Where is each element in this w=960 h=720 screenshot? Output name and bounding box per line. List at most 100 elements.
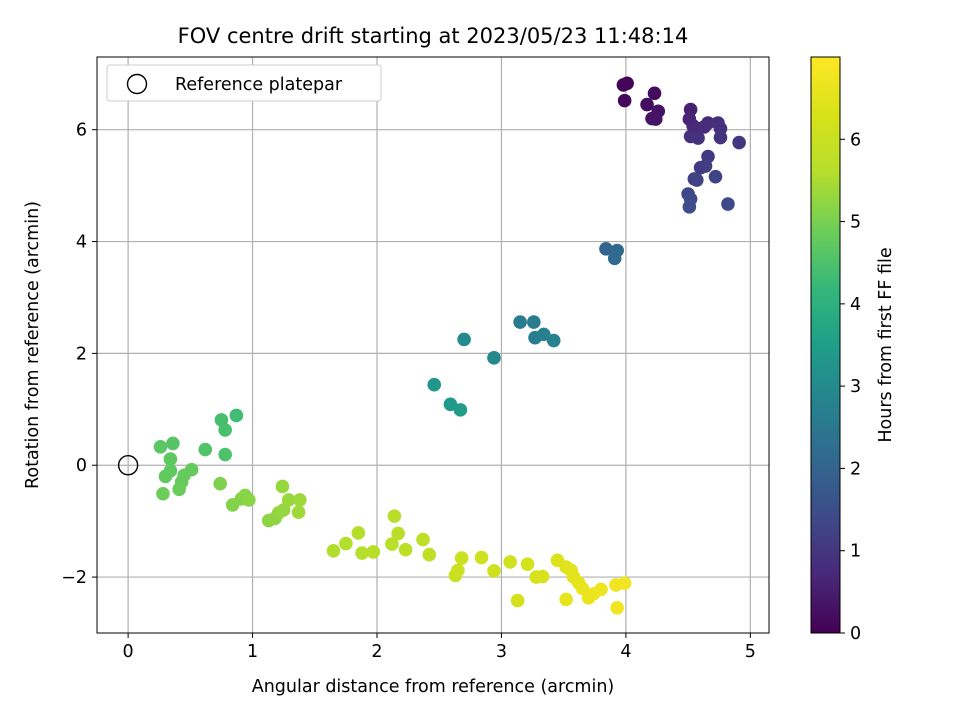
data-point: [457, 332, 471, 347]
data-point: [510, 593, 525, 608]
data-point: [422, 547, 437, 562]
x-tick-label: 0: [123, 642, 134, 662]
data-point: [198, 442, 213, 457]
data-point: [536, 327, 551, 342]
data-point: [166, 436, 180, 451]
data-point: [697, 120, 712, 134]
data-point: [713, 130, 728, 145]
legend-box: [106, 64, 382, 102]
y-axis-label: Rotation from reference (arcmin): [23, 201, 43, 489]
data-point: [698, 159, 713, 173]
x-tick-label: 5: [745, 642, 756, 662]
y-tick-label: −2: [61, 568, 87, 588]
data-point: [163, 452, 178, 466]
data-point: [520, 557, 535, 572]
data-point: [443, 397, 458, 412]
data-point: [527, 315, 541, 329]
data-point: [351, 526, 366, 540]
y-tick-label: 6: [76, 121, 87, 141]
data-point: [156, 486, 170, 501]
data-point: [640, 97, 654, 112]
data-point: [158, 469, 173, 484]
data-points: [153, 76, 746, 615]
data-point: [153, 439, 168, 454]
data-point: [607, 251, 622, 266]
data-point: [732, 135, 746, 150]
colorbar-tick-label: 5: [850, 213, 861, 233]
x-tick-label: 1: [247, 642, 258, 662]
data-point: [172, 482, 186, 497]
data-point: [276, 503, 291, 517]
data-point: [690, 173, 704, 187]
colorbar-tick-label: 1: [850, 542, 861, 562]
colorbar-tick-label: 6: [850, 130, 861, 150]
x-tick-label: 4: [620, 642, 631, 662]
data-point: [387, 509, 402, 523]
data-point: [218, 423, 232, 437]
x-axis-label: Angular distance from reference (arcmin): [252, 677, 615, 697]
legend-entry: Reference platepar: [175, 75, 343, 95]
colorbar-label: Hours from first FF file: [876, 247, 896, 442]
data-point: [610, 601, 624, 615]
y-axis-ticks: −2 0 2 4 6: [61, 121, 97, 588]
data-point: [218, 447, 232, 462]
data-point: [427, 377, 442, 392]
data-point: [647, 86, 662, 101]
colorbar: [810, 56, 841, 634]
data-point: [513, 315, 527, 329]
legend: Reference platepar: [106, 64, 382, 102]
data-point: [487, 351, 501, 365]
data-point: [454, 551, 469, 565]
x-tick-label: 2: [371, 642, 382, 662]
data-point: [682, 200, 697, 214]
x-axis-ticks: 0 1 2 3 4 5: [123, 633, 756, 662]
reference-platepar-marker: [117, 455, 139, 476]
data-point: [487, 564, 501, 578]
data-point: [326, 543, 341, 558]
plot-frame: [96, 56, 770, 634]
data-point: [291, 505, 306, 520]
data-point: [691, 131, 705, 145]
data-point: [385, 537, 399, 551]
data-point: [398, 542, 413, 557]
data-point: [281, 493, 296, 507]
data-point: [559, 592, 573, 607]
y-tick-label: 2: [76, 344, 87, 364]
legend-marker: [126, 73, 148, 95]
data-point: [474, 550, 489, 565]
data-point: [594, 582, 608, 597]
x-tick-label: 3: [496, 642, 507, 662]
data-point: [366, 545, 381, 559]
data-point: [617, 576, 632, 591]
data-point: [503, 555, 517, 569]
colorbar-tick-label: 2: [850, 459, 861, 479]
data-point: [546, 333, 561, 348]
data-point: [535, 569, 550, 584]
data-point: [453, 403, 468, 417]
data-point: [721, 197, 735, 211]
colorbar-ticks: 0 1 2 3 4 5 6: [840, 130, 861, 644]
data-point: [213, 476, 227, 491]
data-point: [275, 479, 290, 494]
data-point: [599, 242, 613, 256]
data-point: [617, 93, 632, 108]
data-point: [620, 76, 634, 91]
grid-lines: [97, 57, 769, 633]
data-point: [229, 408, 244, 423]
data-point: [293, 493, 307, 507]
colorbar-tick-label: 3: [850, 377, 861, 397]
data-point: [708, 169, 723, 184]
data-point: [416, 532, 430, 547]
y-tick-label: 4: [76, 233, 87, 253]
colorbar-tick-label: 4: [850, 295, 861, 315]
data-point: [451, 563, 465, 578]
data-point: [339, 536, 353, 551]
data-point: [355, 546, 369, 560]
data-point: [648, 112, 663, 126]
chart-title: FOV centre drift starting at 2023/05/23 …: [178, 24, 689, 48]
y-tick-label: 0: [76, 456, 87, 476]
colorbar-tick-label: 0: [850, 624, 861, 644]
data-point: [242, 493, 256, 507]
data-point: [391, 526, 405, 541]
